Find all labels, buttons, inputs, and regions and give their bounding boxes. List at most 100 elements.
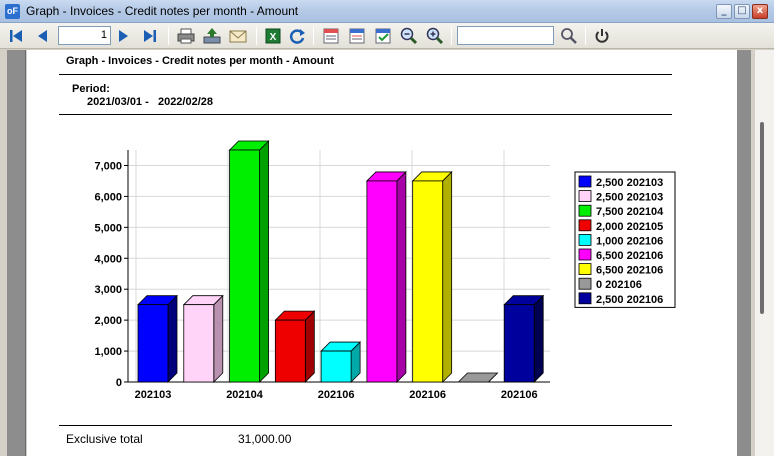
y-tick-label: 7,000 — [94, 160, 122, 172]
toolbar-separator — [451, 27, 452, 45]
y-tick-label: 0 — [116, 377, 122, 389]
bar-side — [213, 294, 224, 383]
layout-icon-2[interactable] — [347, 26, 367, 46]
svg-text:X: X — [270, 32, 277, 43]
page-gutter-left — [7, 50, 26, 456]
legend-label: 0 202106 — [596, 279, 642, 291]
scrollbar-thumb[interactable] — [760, 122, 764, 314]
power-icon[interactable] — [592, 26, 612, 46]
previous-page-icon[interactable] — [32, 26, 52, 46]
layout-icon-1[interactable] — [321, 26, 341, 46]
bar-top — [457, 372, 499, 383]
window-title: Graph - Invoices - Credit notes per mont… — [26, 4, 299, 18]
legend-label: 1,000 202106 — [596, 235, 663, 247]
divider — [59, 74, 672, 75]
period-from: 2021/03/01 - — [87, 96, 149, 108]
bar — [365, 170, 407, 383]
zoom-in-icon[interactable] — [425, 26, 445, 46]
legend-swatch — [578, 219, 592, 232]
legend-swatch — [578, 204, 592, 217]
bar-chart: 0 1,000 2,000 3,000 4,000 5,000 6,000 7,000 2021… — [94, 140, 676, 401]
toolbar-separator — [313, 27, 314, 45]
legend-swatch — [578, 263, 592, 276]
maximize-button[interactable]: □ — [734, 4, 750, 19]
bar-side — [533, 294, 544, 383]
divider — [59, 114, 672, 115]
refresh-icon[interactable] — [287, 26, 307, 46]
x-tick-label: 202106 — [318, 389, 355, 401]
divider — [59, 425, 672, 426]
bar-side — [442, 170, 453, 383]
toolbar-separator — [256, 27, 257, 45]
print-icon[interactable] — [176, 26, 196, 46]
page-number-input[interactable]: 1 — [58, 26, 111, 45]
bar-side — [167, 294, 178, 383]
search-icon[interactable] — [559, 26, 579, 46]
y-tick-label: 6,000 — [94, 191, 122, 203]
y-tick-label: 1,000 — [94, 346, 122, 358]
bar-side — [259, 140, 269, 383]
legend-label: 2,500 202103 — [596, 192, 663, 204]
y-tick-label: 2,000 — [94, 315, 122, 327]
excel-icon[interactable]: X — [263, 26, 283, 46]
bar-side — [304, 310, 315, 383]
legend-label: 2,500 202103 — [596, 177, 663, 189]
search-input[interactable] — [457, 26, 554, 45]
app-icon: oF — [5, 4, 20, 19]
page-gutter-right — [737, 50, 751, 456]
title-bar: oF Graph - Invoices - Credit notes per m… — [0, 0, 774, 23]
toolbar: 1 X — [0, 23, 774, 49]
minimize-button[interactable]: _ — [716, 4, 732, 19]
total-value: 31,000.00 — [238, 432, 292, 446]
vertical-scrollbar[interactable] — [754, 50, 774, 456]
bar-front — [183, 304, 215, 383]
bar-front — [320, 350, 352, 383]
bar-side — [396, 170, 407, 383]
x-tick-label: 202106 — [501, 389, 538, 401]
close-button[interactable]: x — [752, 4, 768, 19]
legend-swatch — [578, 234, 592, 246]
y-tick-label: 3,000 — [94, 284, 122, 296]
x-tick-label: 202106 — [409, 389, 446, 401]
period-to: 2022/02/28 — [157, 96, 214, 108]
legend-swatch — [578, 175, 592, 188]
bar — [137, 294, 178, 383]
legend-label: 2,000 202105 — [596, 221, 663, 233]
legend-swatch — [578, 277, 592, 290]
layout-check-icon[interactable] — [373, 26, 393, 46]
bar-front — [229, 149, 260, 383]
legend-swatch — [578, 248, 592, 261]
zoom-out-icon[interactable] — [399, 26, 419, 46]
legend-label: 6,500 202106 — [596, 265, 663, 277]
legend-swatch — [578, 292, 592, 305]
y-tick-label: 5,000 — [94, 222, 122, 234]
period-range: 2021/03/01 - 2022/02/28 — [87, 96, 213, 108]
email-icon[interactable] — [228, 26, 248, 46]
legend-swatch — [578, 190, 592, 202]
total-label: Exclusive total — [66, 432, 143, 446]
legend-label: 2,500 202106 — [596, 294, 663, 306]
last-page-icon[interactable] — [140, 26, 160, 46]
bar — [182, 294, 224, 383]
bar — [228, 140, 270, 383]
first-page-icon[interactable] — [6, 26, 26, 46]
x-tick-label: 202103 — [135, 389, 172, 401]
toolbar-separator — [168, 27, 169, 45]
bar-front — [412, 180, 444, 383]
y-tick-label: 4,000 — [94, 253, 122, 265]
toolbar-separator — [585, 27, 586, 45]
bar-front — [503, 304, 535, 383]
report-title: Graph - Invoices - Credit notes per mont… — [66, 55, 334, 67]
bar — [457, 372, 499, 383]
next-page-icon[interactable] — [114, 26, 134, 46]
bar-front — [137, 304, 169, 383]
x-tick-label: 202104 — [226, 389, 264, 401]
legend-box — [574, 171, 676, 308]
export-icon[interactable] — [202, 26, 222, 46]
bar-front — [366, 180, 398, 383]
legend-label: 7,500 202104 — [596, 206, 664, 218]
period-label: Period: — [72, 83, 110, 95]
bar — [411, 170, 453, 383]
bar — [503, 294, 545, 383]
legend-label: 6,500 202106 — [596, 250, 663, 262]
